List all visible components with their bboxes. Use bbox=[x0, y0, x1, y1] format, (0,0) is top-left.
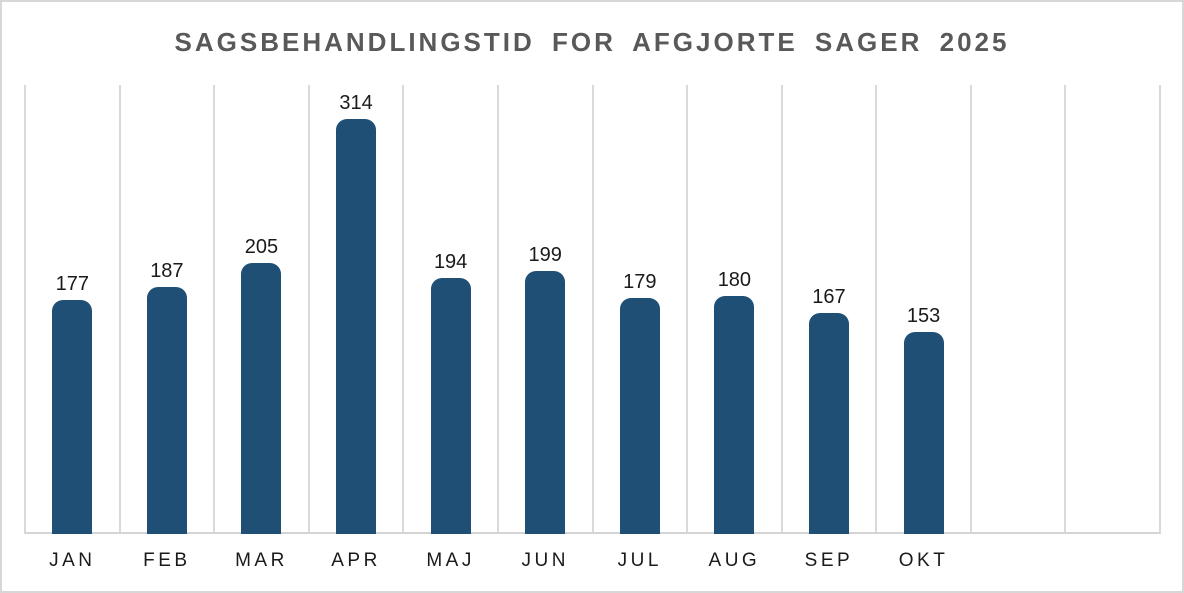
x-axis-label: JUN bbox=[521, 550, 569, 571]
x-axis-label: FEB bbox=[143, 550, 191, 571]
bar-value-label: 177 bbox=[55, 273, 89, 296]
bar bbox=[336, 119, 377, 534]
x-axis-label: OKT bbox=[898, 550, 949, 571]
bar-value-label: 205 bbox=[244, 236, 279, 259]
chart-title: SAGSBEHANDLINGSTID FOR AFGJORTE SAGER 20… bbox=[174, 27, 1010, 57]
gridline bbox=[1159, 85, 1161, 534]
gridline bbox=[118, 85, 121, 534]
bar-value-label: 194 bbox=[433, 250, 468, 273]
bar-value-label: 179 bbox=[623, 270, 657, 293]
gridline bbox=[24, 85, 26, 534]
bar-value-label: 314 bbox=[339, 92, 373, 115]
bar bbox=[903, 331, 944, 534]
x-axis-label: MAJ bbox=[426, 550, 475, 571]
bar-value-label: 180 bbox=[717, 269, 752, 292]
gridline bbox=[402, 85, 405, 534]
bar bbox=[430, 277, 471, 534]
x-axis-label: JUL bbox=[617, 550, 662, 571]
x-axis-label: APR bbox=[331, 550, 381, 571]
bar-value-label: 167 bbox=[812, 286, 846, 309]
x-axis-labels: JAN FEB MAR APR MAJ JUN JUL AUG SEP OKT bbox=[25, 543, 1160, 579]
bar bbox=[714, 296, 755, 534]
bar-value-label: 199 bbox=[528, 244, 562, 267]
gridline bbox=[496, 85, 499, 534]
x-axis-label: JAN bbox=[49, 550, 96, 571]
gridline bbox=[969, 85, 972, 534]
bar bbox=[619, 297, 660, 534]
gridline bbox=[591, 85, 594, 534]
bar-value-label: 187 bbox=[150, 260, 184, 283]
gridline bbox=[875, 85, 878, 534]
gridline bbox=[307, 85, 310, 534]
bar bbox=[241, 263, 282, 534]
bar-value-label: 153 bbox=[906, 304, 941, 327]
x-axis-line bbox=[25, 532, 1160, 534]
gridline bbox=[1064, 85, 1067, 534]
plot-area: 177 187 205 314 194 199 179 180 167 153 bbox=[24, 85, 1161, 534]
x-axis-label: MAR bbox=[235, 550, 288, 571]
bar bbox=[146, 287, 187, 534]
x-axis-label: SEP bbox=[804, 550, 854, 571]
gridline bbox=[780, 85, 783, 534]
gridline bbox=[686, 85, 689, 534]
x-axis-label: AUG bbox=[708, 550, 761, 571]
bar bbox=[525, 271, 566, 534]
bar bbox=[52, 300, 93, 534]
gridline bbox=[213, 85, 216, 534]
bar bbox=[808, 313, 849, 534]
